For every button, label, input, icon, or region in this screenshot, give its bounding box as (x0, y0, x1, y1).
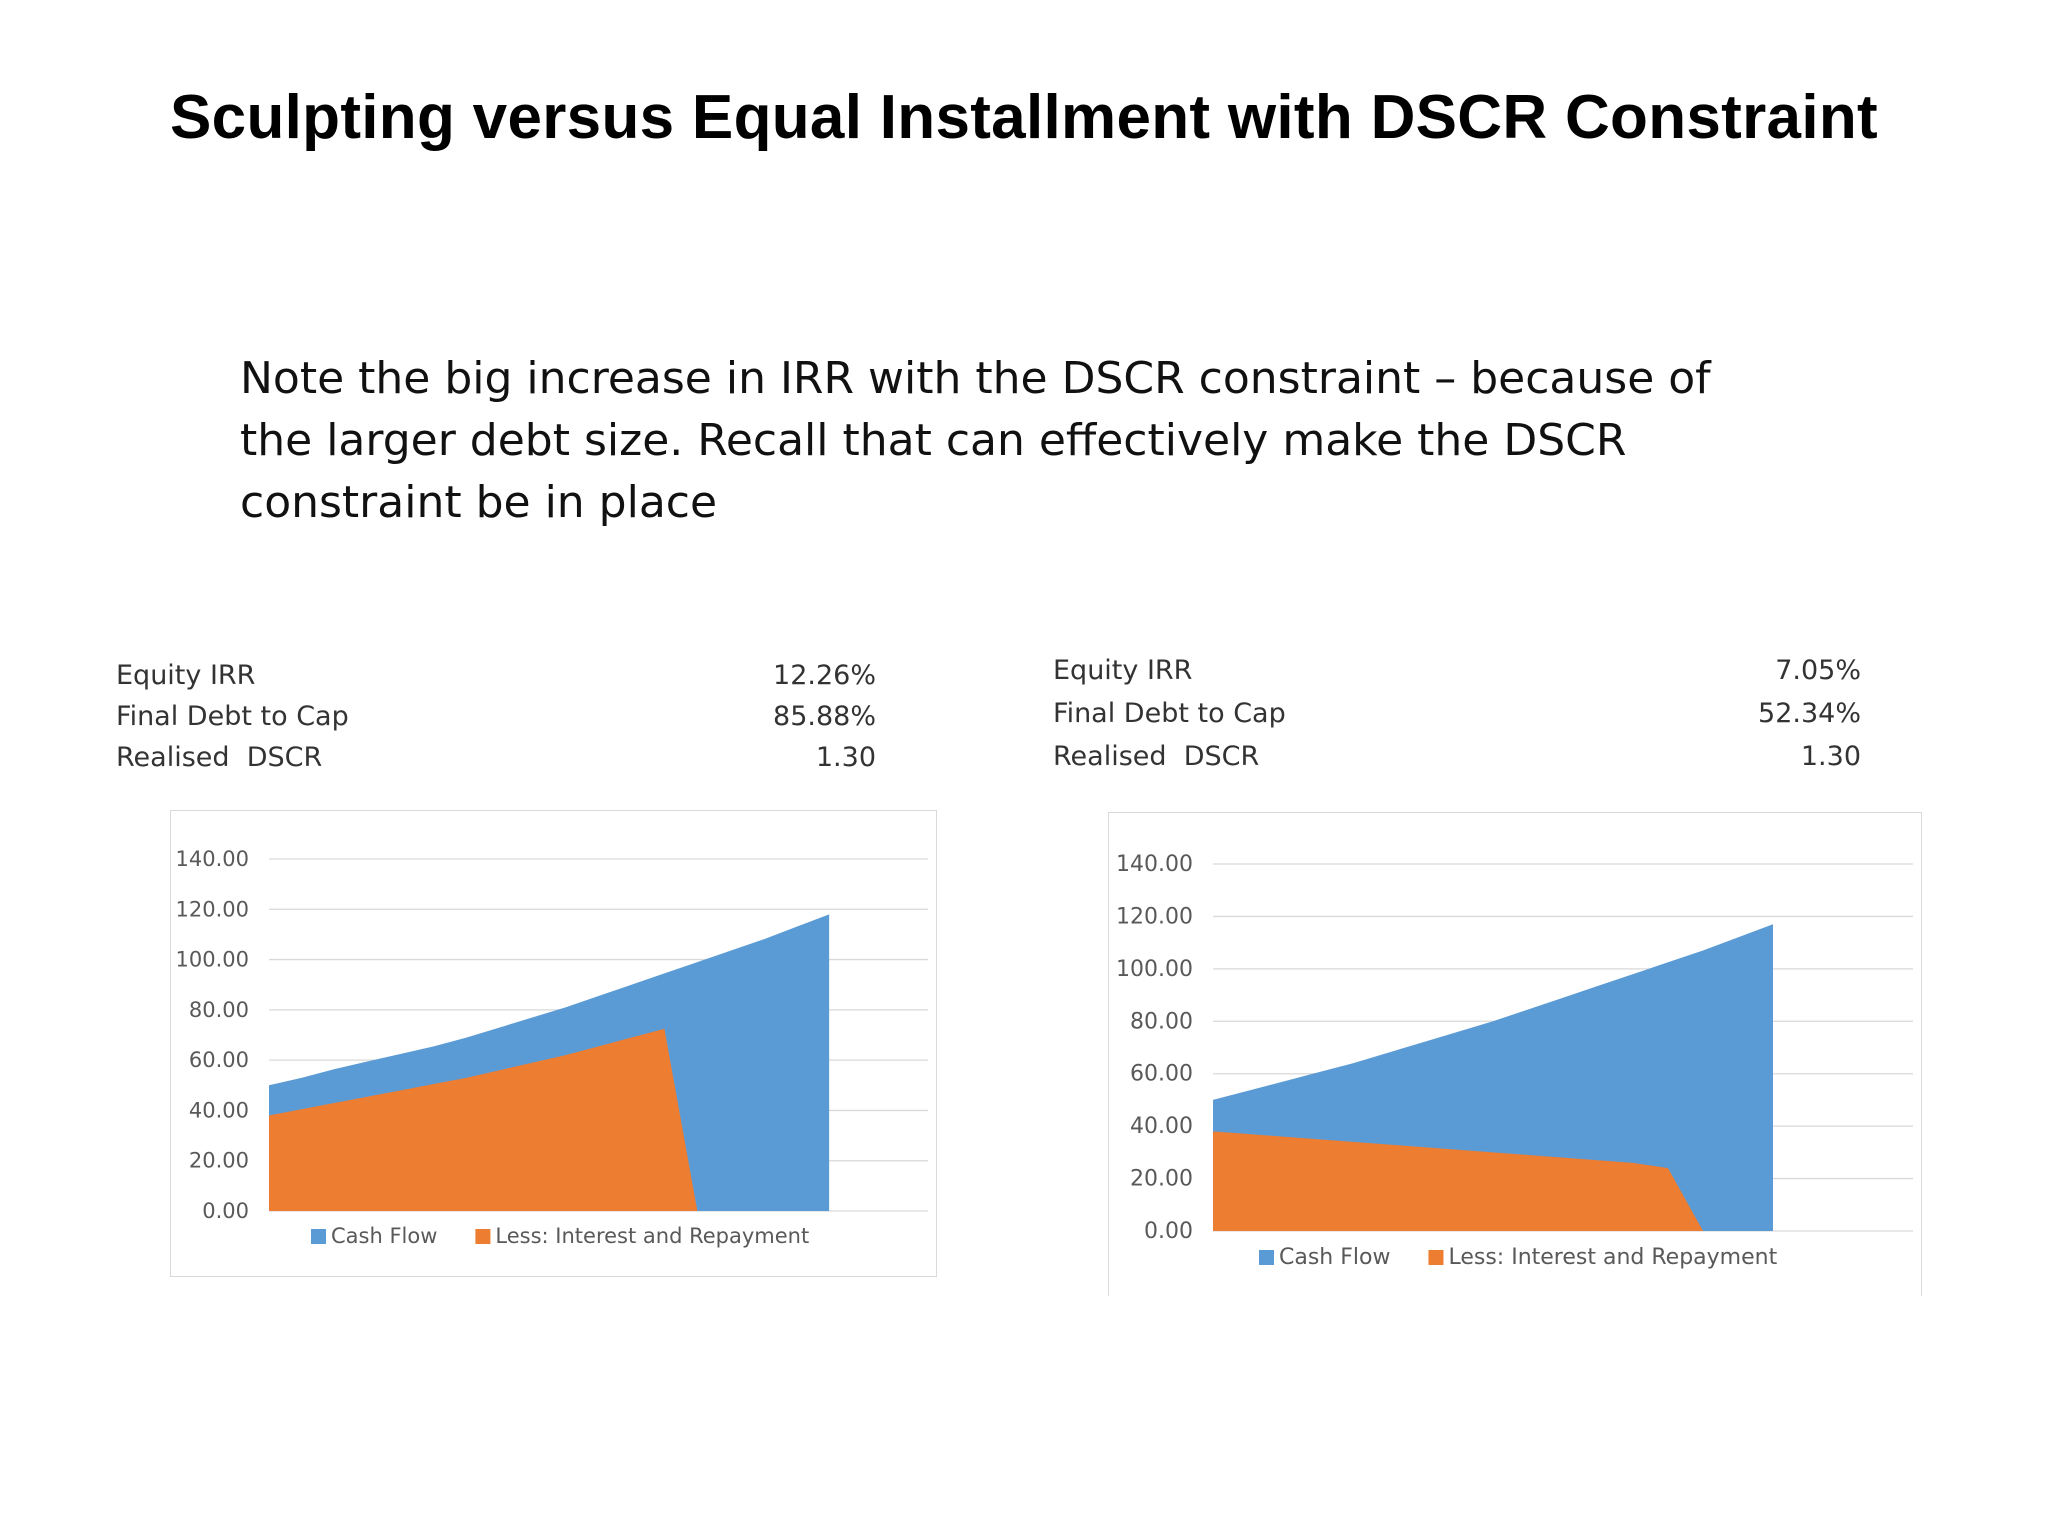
y-tick-label: 20.00 (189, 1149, 249, 1173)
stat-label: Realised DSCR (116, 742, 323, 773)
y-tick-label: 80.00 (189, 998, 249, 1022)
legend-label: Less: Interest and Repayment (495, 1224, 809, 1248)
area-series-interest-repayment (269, 1028, 830, 1211)
chart-equal-installment: 0.00 20.00 40.00 60.00 80.00 100.00 120.00 140.… (1108, 812, 1922, 1296)
legend-swatch (475, 1229, 491, 1244)
stat-value: 1.30 (815, 742, 876, 773)
stat-row-final-debt-to-cap: Final Debt to Cap 85.88% (116, 701, 876, 742)
legend-swatch (1428, 1250, 1444, 1265)
stat-row-realised-dscr: Realised DSCR 1.30 (116, 742, 876, 783)
y-tick-label: 120.00 (176, 897, 249, 921)
y-tick-label: 120.00 (1116, 904, 1193, 929)
stat-row-final-debt-to-cap: Final Debt to Cap 52.34% (1053, 698, 1861, 741)
y-tick-label: 140.00 (1116, 852, 1193, 877)
stats-table-equal-installment: Equity IRR 7.05% Final Debt to Cap 52.34… (1053, 655, 1861, 784)
stat-value: 52.34% (1758, 698, 1861, 729)
y-tick-label: 40.00 (189, 1098, 249, 1122)
note-text: Note the big increase in IRR with the DS… (240, 353, 1711, 528)
legend-label: Less: Interest and Repayment (1448, 1245, 1777, 1270)
stat-label: Final Debt to Cap (116, 701, 349, 732)
stats-table-sculpting: Equity IRR 12.26% Final Debt to Cap 85.8… (116, 660, 876, 783)
y-tick-label: 20.00 (1130, 1167, 1193, 1192)
stat-label: Equity IRR (116, 660, 256, 691)
legend-label: Cash Flow (1279, 1245, 1390, 1270)
stat-row-equity-irr: Equity IRR 12.26% (116, 660, 876, 701)
stat-label: Equity IRR (1053, 655, 1193, 686)
page-title: Sculpting versus Equal Installment with … (170, 83, 1878, 152)
y-tick-label: 40.00 (1130, 1114, 1193, 1139)
y-tick-label: 100.00 (1116, 957, 1193, 982)
stat-value: 12.26% (773, 660, 876, 691)
y-tick-label: 60.00 (1130, 1062, 1193, 1087)
y-tick-label: 0.00 (1144, 1219, 1193, 1244)
stat-value: 7.05% (1775, 655, 1861, 686)
legend-swatch (311, 1229, 326, 1244)
area-series-interest-repayment (1213, 1131, 1773, 1231)
stat-value: 85.88% (773, 701, 876, 732)
chart-svg-equal-installment: 0.00 20.00 40.00 60.00 80.00 100.00 120.00 140.… (1116, 852, 1913, 1270)
chart-sculpting: 0.00 20.00 40.00 60.00 80.00 100.00 120.00 140.… (170, 810, 937, 1277)
y-tick-label: 140.00 (176, 847, 249, 871)
stat-row-equity-irr: Equity IRR 7.05% (1053, 655, 1861, 698)
y-tick-label: 100.00 (176, 948, 249, 972)
stat-label: Final Debt to Cap (1053, 698, 1286, 729)
y-tick-label: 80.00 (1130, 1009, 1193, 1034)
y-tick-label: 60.00 (189, 1048, 249, 1072)
y-tick-label: 0.00 (202, 1199, 249, 1223)
legend-label: Cash Flow (331, 1224, 437, 1248)
stat-row-realised-dscr: Realised DSCR 1.30 (1053, 741, 1861, 784)
stat-label: Realised DSCR (1053, 741, 1260, 772)
chart-svg-sculpting: 0.00 20.00 40.00 60.00 80.00 100.00 120.00 140.… (176, 847, 928, 1248)
legend-swatch (1259, 1250, 1274, 1265)
stat-value: 1.30 (1800, 741, 1861, 772)
